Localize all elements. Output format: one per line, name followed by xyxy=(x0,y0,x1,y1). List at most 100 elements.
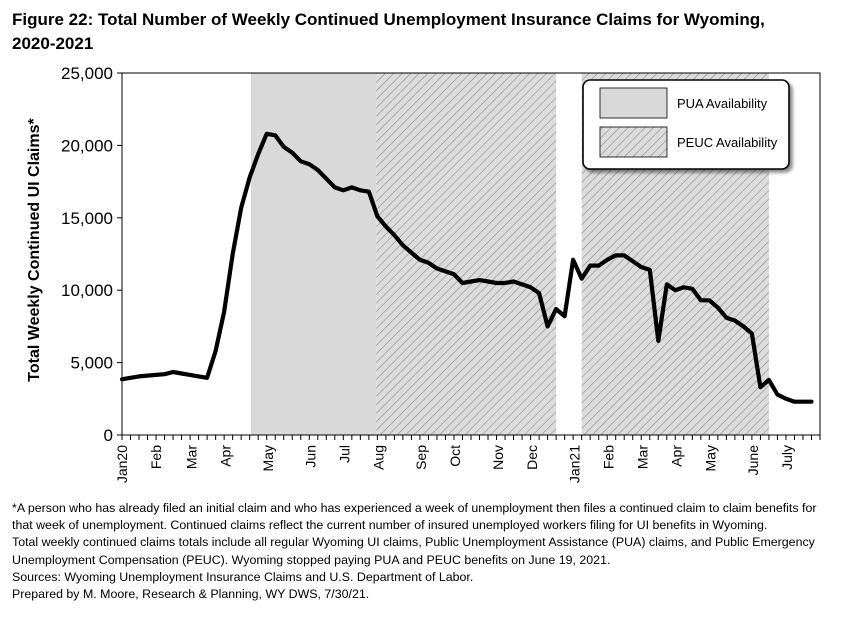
footnote-prepared: Prepared by M. Moore, Research & Plannin… xyxy=(12,587,370,602)
data-point xyxy=(274,134,277,137)
x-tick-label: May xyxy=(260,445,276,471)
legend: PUA Availability PEUC Availability xyxy=(582,79,790,170)
data-point xyxy=(154,373,158,377)
x-tick-label: Sep xyxy=(413,445,429,470)
data-point xyxy=(137,375,141,378)
x-tick-label: Jan21 xyxy=(566,445,582,483)
data-point xyxy=(461,281,464,285)
x-tick-label: Dec xyxy=(524,445,540,470)
data-point xyxy=(333,186,337,189)
legend-label-peuc: PEUC Availability xyxy=(677,135,778,150)
data-point xyxy=(801,400,805,403)
x-tick-label: Nov xyxy=(490,445,506,470)
data-point xyxy=(256,152,260,156)
data-point xyxy=(563,315,566,318)
data-point xyxy=(503,281,507,285)
shaded-regions xyxy=(250,73,769,435)
data-point xyxy=(810,400,813,403)
legend-label-pua: PUA Availability xyxy=(677,96,768,111)
data-point xyxy=(452,273,456,276)
shaded-region-peuc-1 xyxy=(376,73,557,435)
data-point xyxy=(648,268,651,272)
data-point xyxy=(427,261,430,264)
data-point xyxy=(597,264,600,267)
data-point xyxy=(699,299,703,302)
x-tick-label: Jun xyxy=(302,445,318,468)
data-point xyxy=(682,286,686,289)
y-axis-label: Total Weekly Continued UI Claims* xyxy=(26,118,43,382)
data-point xyxy=(376,215,379,218)
data-point xyxy=(410,251,413,254)
data-point xyxy=(708,299,711,302)
data-point xyxy=(665,283,668,286)
x-tick-label: Mar xyxy=(634,445,650,469)
series-layer xyxy=(119,131,814,404)
data-point xyxy=(520,283,524,286)
data-point xyxy=(495,281,498,285)
data-point xyxy=(750,332,754,335)
data-point xyxy=(674,289,677,292)
data-point xyxy=(784,397,788,400)
data-point xyxy=(308,163,311,166)
data-point xyxy=(614,254,617,257)
data-point xyxy=(776,393,779,396)
data-point xyxy=(444,270,447,273)
data-point xyxy=(554,307,558,311)
data-point xyxy=(188,373,192,377)
data-point xyxy=(120,378,124,381)
x-tick-label: Apr xyxy=(217,445,233,467)
data-point xyxy=(691,287,694,290)
data-point xyxy=(401,244,405,247)
data-point xyxy=(469,280,473,283)
data-point xyxy=(291,151,294,154)
data-point xyxy=(716,306,720,309)
x-tick-label: May xyxy=(703,445,719,471)
data-point xyxy=(478,278,481,282)
legend-swatch-peuc xyxy=(599,126,668,158)
data-point xyxy=(316,168,319,172)
x-tick-label: Oct xyxy=(447,445,463,467)
x-tick-label: Jul xyxy=(337,445,353,463)
data-point xyxy=(359,189,362,192)
x-tick-label: Feb xyxy=(148,445,164,469)
data-point xyxy=(248,176,251,179)
data-point xyxy=(529,286,532,289)
data-point xyxy=(605,258,609,261)
y-tick-label: 15,000 xyxy=(61,209,113,228)
x-tick-label: June xyxy=(745,445,761,476)
data-point xyxy=(214,349,217,353)
shaded-region-pua-0 xyxy=(250,73,377,435)
data-point xyxy=(342,189,345,192)
y-tick-label: 0 xyxy=(104,426,113,445)
y-tick-label: 5,000 xyxy=(70,354,113,373)
data-point xyxy=(640,265,643,269)
data-point xyxy=(171,370,175,374)
footnote-sources: Sources: Wyoming Unemployment Insurance … xyxy=(12,569,474,584)
x-tick-label: Aug xyxy=(371,445,387,470)
data-point xyxy=(299,160,302,163)
data-point xyxy=(546,325,549,328)
x-tick-label: Apr xyxy=(669,445,685,467)
data-point xyxy=(350,186,354,189)
data-point xyxy=(367,190,371,193)
data-point xyxy=(282,145,285,149)
data-point xyxy=(725,316,728,319)
y-tick-label: 10,000 xyxy=(61,281,113,300)
data-point xyxy=(393,233,396,237)
data-point xyxy=(588,264,592,267)
data-point xyxy=(631,260,634,263)
legend-swatch-pua xyxy=(599,87,668,119)
data-point xyxy=(325,177,328,180)
line-chart: 0 5,000 10,000 15,000 20,000 25,000 Jan20 Feb Ma… xyxy=(26,64,821,483)
data-point xyxy=(222,310,226,314)
data-point xyxy=(180,372,183,375)
data-point xyxy=(623,254,626,257)
data-point xyxy=(486,280,490,283)
x-tick-label: Feb xyxy=(600,445,616,469)
data-point xyxy=(767,378,771,382)
data-point xyxy=(571,258,575,261)
y-tick-label: 25,000 xyxy=(61,64,113,83)
x-tick-label: July xyxy=(779,445,795,470)
data-point xyxy=(384,225,388,228)
data-point xyxy=(146,374,149,377)
